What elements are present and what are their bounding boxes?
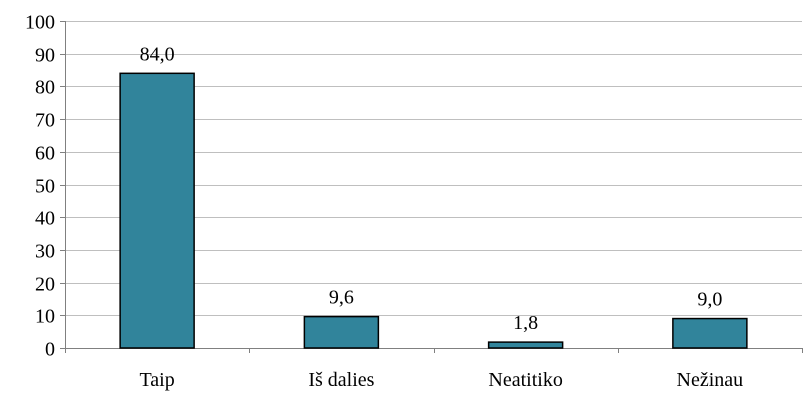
y-tick-label: 30	[35, 241, 55, 263]
y-tick-label: 100	[25, 12, 55, 34]
data-label: 9,0	[697, 289, 722, 311]
bar-2	[487, 341, 564, 349]
x-category-label: Iš dalies	[308, 369, 374, 391]
bar-1	[303, 315, 380, 349]
data-label: 84,0	[140, 43, 175, 65]
bar-0	[119, 72, 195, 349]
y-tick-label: 70	[35, 110, 55, 132]
x-category-label: Nežinau	[677, 369, 744, 391]
y-tick-label: 40	[35, 208, 55, 230]
y-tick-label: 10	[35, 306, 55, 328]
y-tick-label: 80	[35, 77, 55, 99]
y-tick-label: 0	[45, 339, 55, 361]
bars	[119, 72, 748, 349]
bar-3	[672, 317, 748, 349]
y-tick-label: 90	[35, 45, 55, 67]
y-tick-label: 50	[35, 176, 55, 198]
data-label: 1,8	[513, 312, 538, 334]
y-tick-label: 60	[35, 143, 55, 165]
y-tick-label: 20	[35, 274, 55, 296]
data-label: 9,6	[329, 287, 354, 309]
labels: 0 10 20 30 40 50 60 70 80 90 100 84,0 Taip 9,6 Iš dali…	[25, 12, 743, 392]
x-category-label: Taip	[139, 369, 174, 391]
x-category-label: Neatitiko	[488, 369, 562, 391]
